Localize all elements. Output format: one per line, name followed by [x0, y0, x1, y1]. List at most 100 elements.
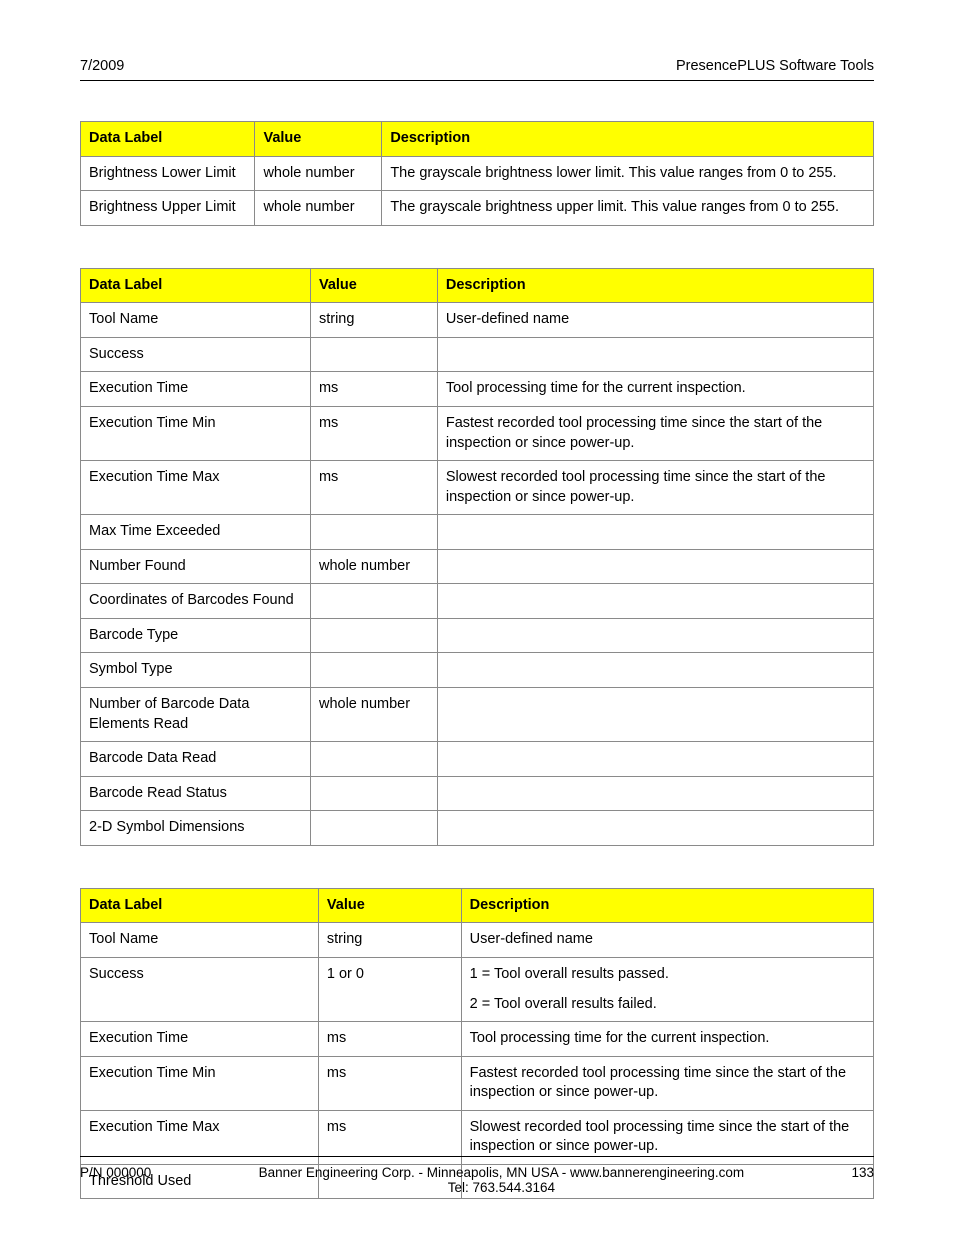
table-cell: Barcode Data Read [81, 742, 311, 777]
table-cell [310, 811, 437, 846]
table-cell [310, 742, 437, 777]
footer-partnum: P/N 000000 [80, 1165, 151, 1180]
table-cell: ms [310, 372, 437, 407]
table-row: Number Foundwhole number [81, 549, 874, 584]
table-cell: Max Time Exceeded [81, 515, 311, 550]
table-row: Barcode Read Status [81, 776, 874, 811]
footer-line1: Banner Engineering Corp. - Minneapolis, … [259, 1165, 745, 1180]
table-cell: Execution Time [81, 1022, 319, 1057]
table-cell: ms [310, 406, 437, 460]
table-cell [310, 337, 437, 372]
table-header-cell: Value [318, 888, 461, 923]
table-cell [310, 653, 437, 688]
table-cell [437, 653, 873, 688]
header-date: 7/2009 [80, 58, 124, 74]
table-cell: string [310, 303, 437, 338]
table-cell: Tool processing time for the current ins… [461, 1022, 873, 1057]
page-footer: P/N 000000 Banner Engineering Corp. - Mi… [80, 1156, 874, 1195]
table-cell: whole number [310, 549, 437, 584]
table-row: Number of Barcode Data Elements Readwhol… [81, 688, 874, 742]
table-cell: string [318, 923, 461, 958]
table-cell [310, 618, 437, 653]
table-cell: Brightness Upper Limit [81, 191, 255, 226]
table-cell [310, 515, 437, 550]
table-cell: User-defined name [461, 923, 873, 958]
data-table: Data LabelValueDescriptionTool Namestrin… [80, 888, 874, 1200]
table-cell: Tool Name [81, 303, 311, 338]
table-row: Execution Time MaxmsSlowest recorded too… [81, 461, 874, 515]
table-row: Execution TimemsTool processing time for… [81, 372, 874, 407]
table-cell: Success [81, 337, 311, 372]
table-cell: Execution Time [81, 372, 311, 407]
table-cell: 1 = Tool overall results passed.2 = Tool… [461, 957, 873, 1021]
table-cell: Execution Time Min [81, 406, 311, 460]
table-cell: Number Found [81, 549, 311, 584]
table-cell [437, 742, 873, 777]
table-cell: whole number [255, 191, 382, 226]
table-cell [310, 776, 437, 811]
table-cell: Execution Time Max [81, 461, 311, 515]
table-cell: Number of Barcode Data Elements Read [81, 688, 311, 742]
table-row: Coordinates of Barcodes Found [81, 584, 874, 619]
footer-line2: Tel: 763.544.3164 [448, 1180, 555, 1195]
table-cell: The grayscale brightness upper limit. Th… [382, 191, 874, 226]
table-cell [437, 337, 873, 372]
table-cell [437, 688, 873, 742]
table-cell: Slowest recorded tool processing time si… [437, 461, 873, 515]
tables-container: Data LabelValueDescriptionBrightness Low… [80, 121, 874, 1199]
table-cell: Tool Name [81, 923, 319, 958]
table-cell [437, 549, 873, 584]
table-header-cell: Description [382, 122, 874, 157]
table-row: Barcode Type [81, 618, 874, 653]
table-cell [437, 811, 873, 846]
table-cell: User-defined name [437, 303, 873, 338]
table-cell: 2-D Symbol Dimensions [81, 811, 311, 846]
table-row: Barcode Data Read [81, 742, 874, 777]
table-row: Execution Time MinmsFastest recorded too… [81, 406, 874, 460]
table-cell: Tool processing time for the current ins… [437, 372, 873, 407]
data-table: Data LabelValueDescription Tool Namestrin… [80, 268, 874, 846]
table-header-cell: Data Label [81, 122, 255, 157]
table-row: 2-D Symbol Dimensions [81, 811, 874, 846]
table-header-row: Data LabelValueDescription [81, 888, 874, 923]
table-cell [310, 584, 437, 619]
page-header: 7/2009 PresencePLUS Software Tools [80, 58, 874, 81]
table-row: Execution TimemsTool processing time for… [81, 1022, 874, 1057]
page: 7/2009 PresencePLUS Software Tools Data … [0, 0, 954, 1235]
table-cell: The grayscale brightness lower limit. Th… [382, 156, 874, 191]
table-row: Success1 or 01 = Tool overall results pa… [81, 957, 874, 1021]
table-cell [437, 618, 873, 653]
table-cell: Success [81, 957, 319, 1021]
table-cell: Fastest recorded tool processing time si… [437, 406, 873, 460]
table-header-cell: Value [310, 268, 437, 303]
table-row: Brightness Upper Limitwhole numberThe gr… [81, 191, 874, 226]
table-cell: whole number [255, 156, 382, 191]
table-cell: ms [318, 1056, 461, 1110]
table-header-cell: Value [255, 122, 382, 157]
table-header-cell: Data Label [81, 888, 319, 923]
table-cell: Fastest recorded tool processing time si… [461, 1056, 873, 1110]
table-cell: Barcode Read Status [81, 776, 311, 811]
table-cell: ms [318, 1022, 461, 1057]
table-row: Tool NamestringUser-defined name [81, 923, 874, 958]
table-cell: Coordinates of Barcodes Found [81, 584, 311, 619]
table-cell [437, 515, 873, 550]
table-cell [437, 776, 873, 811]
data-table: Data LabelValueDescriptionBrightness Low… [80, 121, 874, 226]
table-row: Brightness Lower Limitwhole numberThe gr… [81, 156, 874, 191]
table-header-cell: Data Label [81, 268, 311, 303]
table-row: Symbol Type [81, 653, 874, 688]
table-cell: ms [310, 461, 437, 515]
table-cell: Symbol Type [81, 653, 311, 688]
table-cell: whole number [310, 688, 437, 742]
table-cell [437, 584, 873, 619]
footer-company: Banner Engineering Corp. - Minneapolis, … [151, 1165, 851, 1195]
table-header-row: Data LabelValueDescription [81, 122, 874, 157]
table-row: Max Time Exceeded [81, 515, 874, 550]
table-row: Execution Time MinmsFastest recorded too… [81, 1056, 874, 1110]
footer-pagenum: 133 [851, 1165, 874, 1180]
table-row: Success [81, 337, 874, 372]
table-cell: Brightness Lower Limit [81, 156, 255, 191]
table-header-cell: Description [437, 268, 873, 303]
table-cell: Execution Time Min [81, 1056, 319, 1110]
